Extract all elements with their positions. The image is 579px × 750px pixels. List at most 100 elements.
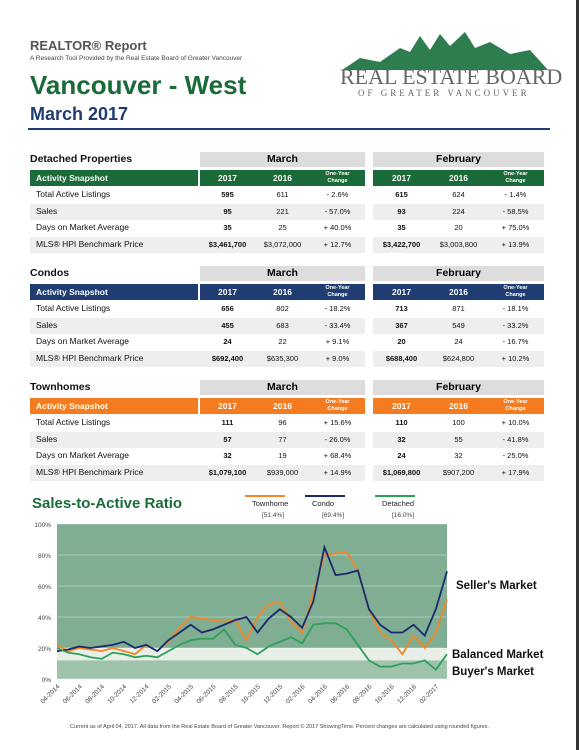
column-header-cell xyxy=(310,398,365,414)
legend-value: [51.4%] xyxy=(262,512,284,519)
cell: 871 xyxy=(452,304,465,313)
row-label: Days on Market Average xyxy=(36,222,129,232)
row-shade xyxy=(373,203,544,220)
cell: $1,079,100 xyxy=(208,467,247,477)
month-header: February xyxy=(373,152,544,167)
cell: 110 xyxy=(395,418,408,427)
cell: + 40.0% xyxy=(323,223,352,232)
row-shade xyxy=(30,236,365,253)
column-header: One-Year Change xyxy=(503,285,528,298)
cell: 367 xyxy=(395,320,408,330)
cell: $3,461,700 xyxy=(208,239,247,249)
cell: 22 xyxy=(278,337,287,346)
cell: - 26.0% xyxy=(324,434,351,444)
cell: + 14.9% xyxy=(323,467,352,477)
row-label: Sales xyxy=(36,205,58,216)
cell: 19 xyxy=(278,451,287,460)
column-header: One-Year Change xyxy=(325,399,350,412)
row-label: Sales xyxy=(36,433,58,444)
snapshot-label: Activity Snapshot xyxy=(36,287,108,297)
row-label: MLS® HPI Benchmark Price xyxy=(36,466,144,477)
cell: 20 xyxy=(454,223,463,232)
column-header-cell xyxy=(310,170,365,186)
cell: 656 xyxy=(221,304,234,313)
cell: + 15.6% xyxy=(323,418,352,427)
section-title: Detached Properties xyxy=(30,153,133,165)
logo-skyline xyxy=(342,32,548,70)
column-header: 2017 xyxy=(392,173,411,183)
x-tick-label: 10-2016 xyxy=(374,683,396,705)
column-header: One-Year Change xyxy=(325,171,350,184)
cell: $624,800 xyxy=(442,353,475,363)
cell: 221 xyxy=(276,206,289,216)
cell: $688,400 xyxy=(385,353,418,363)
row-label: Total Active Listings xyxy=(36,417,111,427)
column-header-cell xyxy=(255,398,310,414)
zone-label: Seller's Market xyxy=(456,580,537,592)
series-line xyxy=(56,622,448,672)
cell: - 1.4% xyxy=(504,190,527,199)
cell: $692,400 xyxy=(211,353,244,363)
column-header: 2016 xyxy=(449,173,468,183)
x-tick-label: 10-2014 xyxy=(106,683,128,705)
column-header-cell xyxy=(373,284,430,300)
cell: - 25.0% xyxy=(502,451,529,460)
cell: 25 xyxy=(278,223,287,232)
x-tick-label: 08-2016 xyxy=(352,683,374,705)
cell: - 33.4% xyxy=(324,320,351,330)
cell: 549 xyxy=(452,320,465,330)
cell: 24 xyxy=(223,337,232,346)
x-tick-label: 02-2016 xyxy=(285,683,307,705)
snapshot-bar xyxy=(30,398,198,414)
market-zone xyxy=(57,648,447,661)
x-tick-label: 02-2015 xyxy=(151,683,173,705)
month-header: March xyxy=(200,380,365,395)
cell: 611 xyxy=(276,190,289,199)
cell: 93 xyxy=(397,206,406,216)
column-header-cell xyxy=(487,170,544,186)
cell: 35 xyxy=(223,223,232,232)
x-tick-label: 08-2015 xyxy=(218,683,240,705)
y-tick-label: 20% xyxy=(38,646,51,653)
period: March 2017 xyxy=(30,104,129,124)
row-shade xyxy=(373,464,544,481)
report-subtitle: A Research Tool Provided by the Real Est… xyxy=(30,55,243,62)
cell: 624 xyxy=(452,190,465,199)
logo-main: REAL ESTATE BOARD xyxy=(340,64,563,89)
column-header: 2017 xyxy=(218,287,237,297)
cell: - 18.2% xyxy=(324,304,351,313)
cell: + 75.0% xyxy=(501,223,530,232)
cell: 20 xyxy=(397,337,406,346)
cell: 32 xyxy=(454,451,463,460)
row-shade xyxy=(373,236,544,253)
row-label: Total Active Listings xyxy=(36,303,111,313)
cell: - 16.7% xyxy=(502,337,529,346)
column-header-cell xyxy=(487,284,544,300)
cell: - 57.0% xyxy=(324,206,351,216)
section-title: Condos xyxy=(30,267,70,279)
column-header: 2017 xyxy=(218,173,237,183)
row-label: Sales xyxy=(36,319,58,330)
column-header: 2017 xyxy=(392,401,411,411)
row-shade xyxy=(30,431,365,448)
cell: $3,003,800 xyxy=(439,239,478,249)
month-header: March xyxy=(200,152,365,167)
cell: 224 xyxy=(452,206,465,216)
cell: + 10.0% xyxy=(501,418,530,427)
x-tick-label: 06-2015 xyxy=(196,683,218,705)
area-title: Vancouver - West xyxy=(30,70,247,100)
cell: 32 xyxy=(397,434,406,444)
column-header-cell xyxy=(487,398,544,414)
month-header: February xyxy=(373,266,544,281)
snapshot-label: Activity Snapshot xyxy=(36,173,108,183)
column-header: 2016 xyxy=(273,401,292,411)
snapshot-bar xyxy=(30,284,198,300)
legend-label: Condo xyxy=(312,499,334,508)
cell: + 9.0% xyxy=(325,353,350,363)
cell: 96 xyxy=(278,418,287,427)
x-tick-label: 06-2014 xyxy=(62,683,84,705)
cell: $1,069,800 xyxy=(382,467,421,477)
month-header: March xyxy=(200,266,365,281)
cell: $939,000 xyxy=(266,467,299,477)
